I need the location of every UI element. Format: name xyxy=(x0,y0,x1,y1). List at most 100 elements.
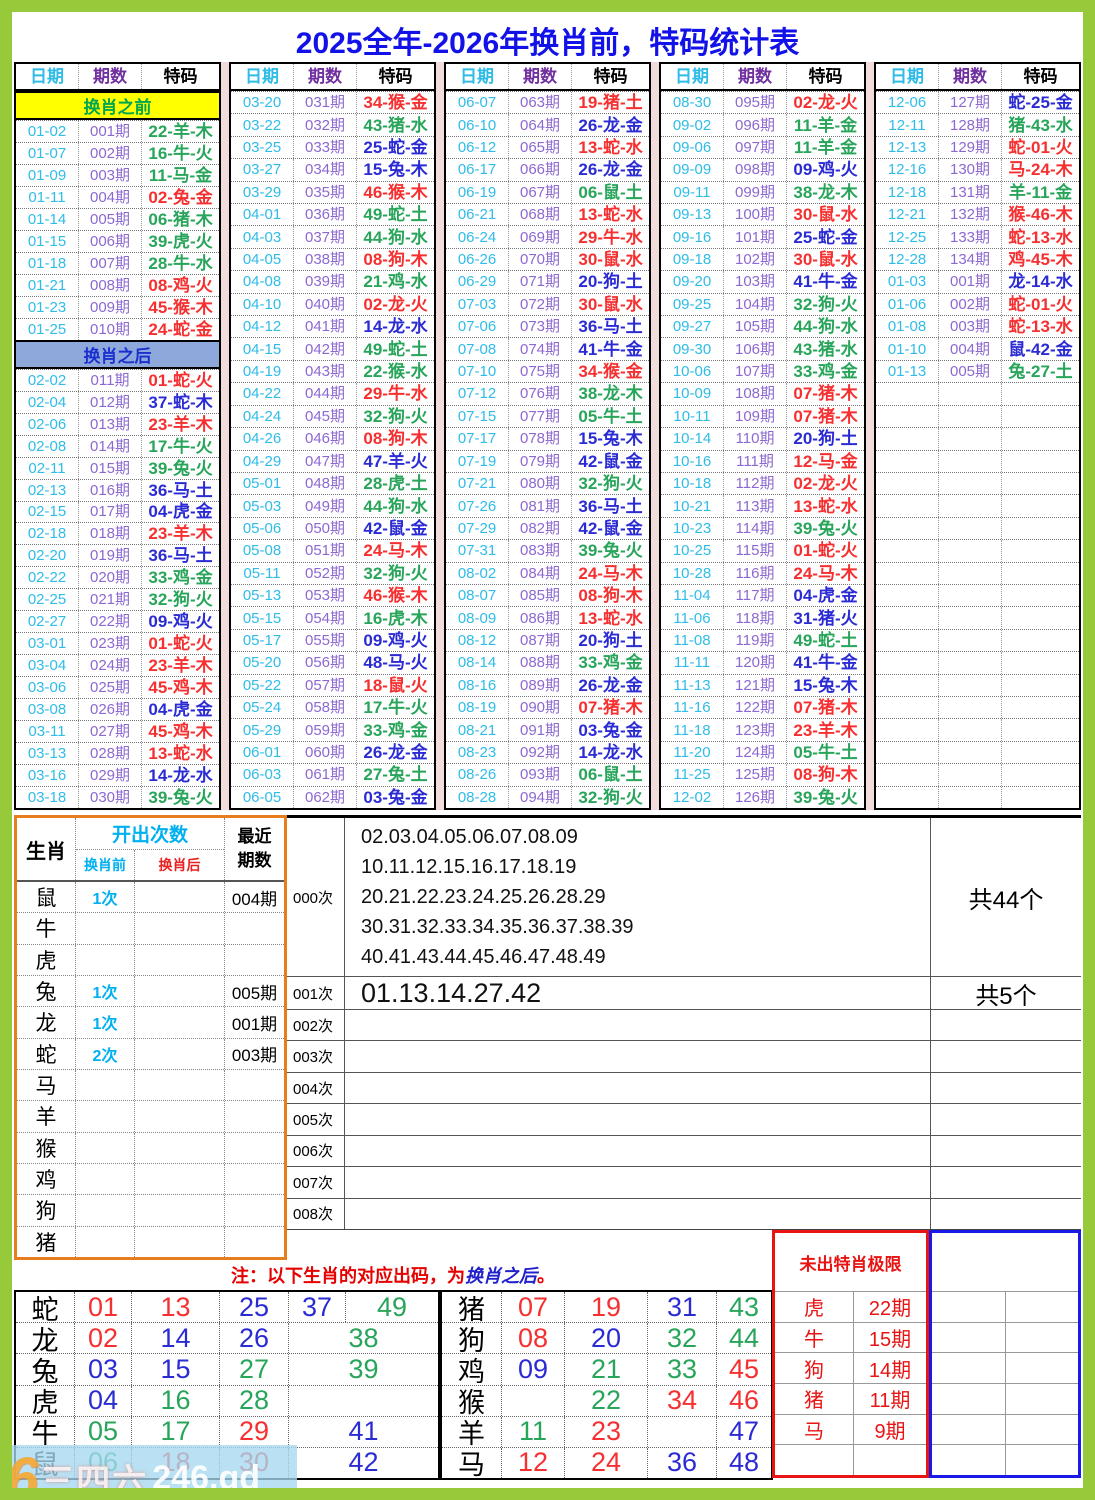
result-period: 045期 xyxy=(293,405,357,428)
mapping-row: 牛 05 17 29 41 xyxy=(16,1415,438,1449)
result-code: 36-马-土 xyxy=(148,480,213,500)
stats-recent-period xyxy=(225,1133,284,1163)
result-period: 058期 xyxy=(293,696,357,719)
result-period xyxy=(938,472,1002,495)
result-date: 09-02 xyxy=(672,116,712,134)
watermark-deco-text: 三四六 xyxy=(40,1463,149,1500)
result-date: 05-08 xyxy=(242,542,282,560)
result-row: 01-13 005期 兔-27-土 xyxy=(876,359,1079,383)
result-code: 26-龙-金 xyxy=(578,115,643,135)
result-row: 03-01 023期 01-蛇-火 xyxy=(16,632,219,655)
result-date: 06-07 xyxy=(457,94,497,112)
result-period xyxy=(938,405,1002,428)
stats-zodiac: 猪 xyxy=(17,1226,76,1257)
result-row: 11-11 120期 41-牛-金 xyxy=(661,651,864,674)
result-row: 07-06 073期 36-马-土 xyxy=(446,315,649,338)
mapping-number: 36 xyxy=(647,1447,716,1479)
section-row-before: 换肖之前 xyxy=(16,91,219,120)
result-code: 02-龙-火 xyxy=(363,294,428,314)
result-row: 05-01 048期 28-虎-土 xyxy=(231,471,434,495)
result-period xyxy=(938,741,1002,764)
result-code: 07-猪-木 xyxy=(578,698,643,718)
result-code: 09-鸡-火 xyxy=(148,612,213,632)
results-column-3: 日期 期数 特码 06-07 063期 19-猪-土 06-10 064期 26-龙-金 06-1… xyxy=(444,62,651,810)
result-date: 05-01 xyxy=(242,475,282,493)
stats-header-recent: 最近 期数 xyxy=(225,818,284,880)
result-date: 10-25 xyxy=(672,542,712,560)
result-code: 05-牛-土 xyxy=(578,406,643,426)
result-date: 02-18 xyxy=(27,525,67,543)
mapping-number: 11 xyxy=(501,1416,564,1447)
count-numbers-line: 30.31.32.33.34.35.36.37.38.39 xyxy=(361,916,634,938)
result-period: 046期 xyxy=(293,428,357,450)
mapping-number: 14 xyxy=(131,1323,219,1354)
result-row: 12-25 133期 蛇-13-水 xyxy=(876,225,1079,248)
result-code xyxy=(1002,787,1079,808)
result-period: 019期 xyxy=(78,545,142,567)
result-row: 05-20 056期 48-马-火 xyxy=(231,651,434,674)
mapping-number: 44 xyxy=(716,1323,771,1354)
result-row: 12-16 130期 马-24-木 xyxy=(876,158,1079,181)
result-code xyxy=(1002,697,1079,718)
mapping-zodiac: 狗 xyxy=(458,1325,485,1356)
result-date: 01-10 xyxy=(887,340,927,358)
limit-zodiac: 虎 xyxy=(804,1298,824,1321)
count-label: 006次 xyxy=(287,1135,345,1167)
result-row-empty xyxy=(876,606,1079,629)
result-code: 23-羊-木 xyxy=(148,414,213,434)
limit-zodiac: 马 xyxy=(804,1421,824,1444)
result-period: 051期 xyxy=(293,540,357,562)
result-date: 06-24 xyxy=(457,228,497,246)
result-row: 02-22 020期 33-鸡-金 xyxy=(16,566,219,589)
blue-box-cell xyxy=(932,1415,1005,1445)
stats-zodiac: 羊 xyxy=(17,1101,76,1132)
result-code: 33-鸡-金 xyxy=(148,568,213,588)
limit-row: 牛 15期 xyxy=(775,1321,926,1353)
result-date: 05-13 xyxy=(242,587,282,605)
mapping-number: 42 xyxy=(288,1447,438,1479)
stats-recent-period: 003期 xyxy=(231,1046,278,1066)
result-row: 06-05 062期 03-兔-金 xyxy=(231,785,434,808)
result-period: 033期 xyxy=(293,136,357,159)
result-date: 08-14 xyxy=(457,654,497,672)
blue-box-cell xyxy=(1004,1384,1079,1414)
result-row: 08-07 085期 08-狗-木 xyxy=(446,583,649,607)
count-numbers xyxy=(345,1136,930,1166)
result-row: 07-10 075期 34-猴-金 xyxy=(446,359,649,383)
mapping-zodiac: 马 xyxy=(458,1450,485,1481)
result-row: 01-21 008期 08-鸡-火 xyxy=(16,273,219,296)
result-period: 073期 xyxy=(508,316,572,338)
result-code: 01-蛇-火 xyxy=(148,634,213,654)
result-code: 34-猴-金 xyxy=(578,362,643,382)
result-code: 33-鸡-金 xyxy=(793,362,858,382)
result-date: 02-11 xyxy=(28,459,66,477)
result-period: 037期 xyxy=(293,226,357,248)
result-row: 01-08 003期 蛇-13-水 xyxy=(876,315,1079,338)
result-row: 08-28 094期 32-狗-火 xyxy=(446,785,649,808)
result-code: 11-羊-金 xyxy=(793,138,858,158)
result-code xyxy=(1002,652,1079,673)
stats-recent-period: 005期 xyxy=(231,983,278,1003)
stats-row: 蛇 2次 003期 xyxy=(17,1037,284,1069)
result-period: 084期 xyxy=(508,562,572,584)
result-code: 11-马-金 xyxy=(148,165,213,185)
result-date: 01-14 xyxy=(27,210,67,228)
result-period: 132期 xyxy=(938,204,1002,226)
result-row-empty xyxy=(876,583,1079,607)
result-date: 10-23 xyxy=(672,519,712,537)
result-date: 04-12 xyxy=(242,318,282,336)
result-date xyxy=(876,563,938,584)
result-date: 11-16 xyxy=(673,699,711,717)
result-date: 08-16 xyxy=(457,676,497,694)
result-code: 33-鸡-金 xyxy=(578,653,643,673)
result-code: 06-鼠-土 xyxy=(578,765,643,785)
column-header-row: 日期 期数 特码 xyxy=(876,64,1079,91)
result-row: 11-04 117期 04-虎-金 xyxy=(661,583,864,607)
result-code xyxy=(1002,563,1079,584)
result-date: 03-20 xyxy=(242,94,282,112)
stats-header-recent-line2: 期数 xyxy=(237,851,272,870)
result-period: 005期 xyxy=(938,360,1002,383)
result-period: 004期 xyxy=(78,186,142,208)
mapping-zodiac: 龙 xyxy=(31,1325,59,1356)
result-period: 095期 xyxy=(723,92,787,114)
